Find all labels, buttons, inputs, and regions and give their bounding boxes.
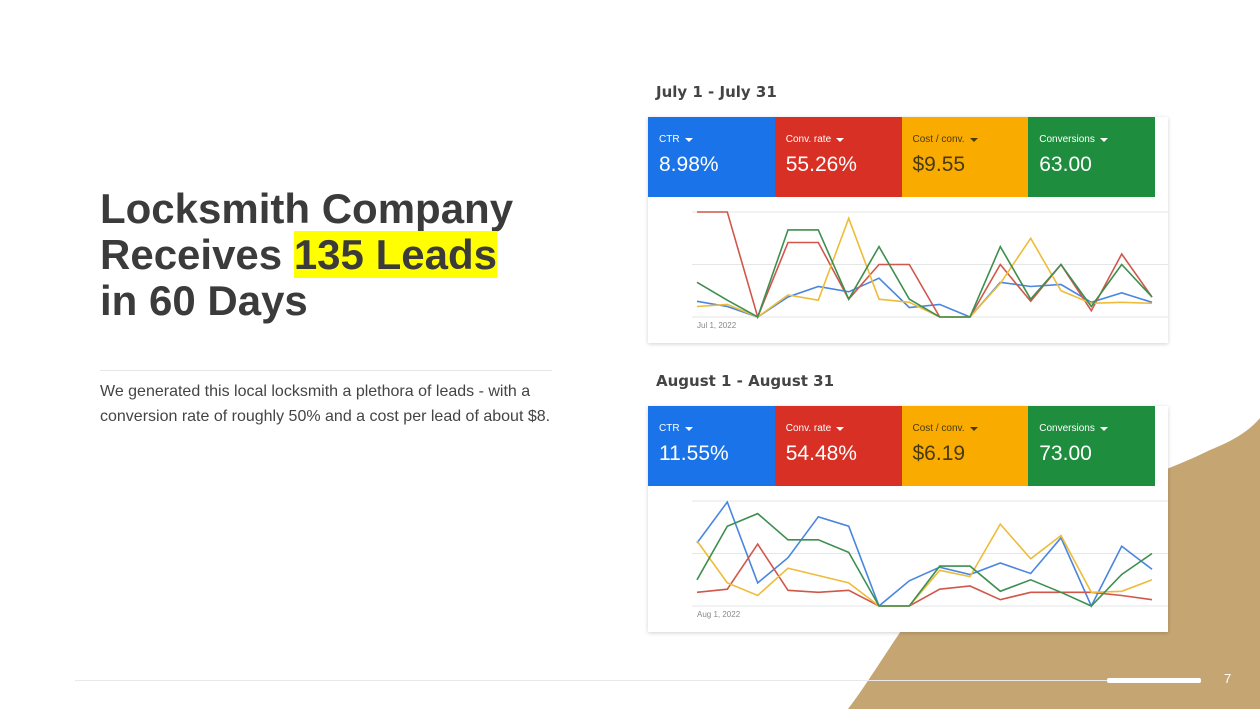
metric-tile-ctr[interactable]: CTR 8.98% bbox=[648, 117, 775, 197]
metric-value: 54.48% bbox=[785, 442, 857, 465]
metric-value: 73.00 bbox=[1039, 442, 1092, 465]
metric-value: 11.55% bbox=[659, 442, 729, 465]
slide-body: We generated this local locksmith a plet… bbox=[100, 383, 551, 425]
divider bbox=[100, 370, 552, 371]
metric-label: Conv. rate bbox=[785, 134, 832, 145]
period-label-august: August 1 - August 31 bbox=[656, 372, 835, 390]
dropdown-caret-icon bbox=[969, 137, 978, 142]
dropdown-caret-icon bbox=[969, 426, 978, 431]
dropdown-caret-icon bbox=[684, 426, 693, 431]
series-line-conv-rate bbox=[697, 211, 1153, 320]
series-line-cost-conv- bbox=[696, 522, 1153, 607]
metric-label: Conversions bbox=[1039, 134, 1095, 145]
metric-label: Cost / conv. bbox=[912, 134, 965, 145]
dropdown-caret-icon bbox=[1099, 426, 1108, 431]
metric-label: Conversions bbox=[1039, 423, 1095, 434]
series-line-conv-rate bbox=[696, 542, 1153, 607]
dropdown-caret-icon bbox=[836, 426, 845, 431]
highlighted-leads: 135 Leads bbox=[293, 231, 497, 278]
metric-tile-cost-conv[interactable]: Cost / conv. $6.19 bbox=[901, 406, 1029, 486]
series-line-conversions bbox=[696, 229, 1153, 319]
line-chart-july bbox=[692, 211, 1168, 320]
slide-title: Locksmith Company Receives 135 Leads in … bbox=[100, 186, 630, 324]
series-line-ctr bbox=[696, 277, 1153, 318]
metric-tile-conv-rate[interactable]: Conv. rate 54.48% bbox=[774, 406, 902, 486]
metric-value: $6.19 bbox=[912, 442, 966, 465]
report-card-july: CTR 8.98% Conv. rate 55.26% Cost / conv. $9… bbox=[648, 117, 1168, 343]
title-text: in 60 Days bbox=[100, 277, 308, 324]
metric-tile-conversions[interactable]: Conversions 63.00 bbox=[1028, 117, 1155, 197]
series-line-cost-conv- bbox=[696, 216, 1153, 318]
metric-tile-ctr[interactable]: CTR 11.55% bbox=[648, 406, 775, 486]
metric-label: Conv. rate bbox=[785, 423, 832, 434]
metric-tile-conversions[interactable]: Conversions 73.00 bbox=[1028, 406, 1155, 486]
dropdown-caret-icon bbox=[684, 137, 693, 142]
metric-value: $9.55 bbox=[912, 153, 966, 176]
period-label-july: July 1 - July 31 bbox=[656, 83, 777, 101]
dropdown-caret-icon bbox=[836, 137, 845, 142]
footer-bar bbox=[1107, 678, 1201, 683]
series-line-conversions bbox=[696, 512, 1153, 607]
page-number: 7 bbox=[1224, 671, 1232, 686]
metric-label: Cost / conv. bbox=[912, 423, 965, 434]
dropdown-caret-icon bbox=[1099, 137, 1108, 142]
metric-value: 55.26% bbox=[785, 153, 857, 176]
metric-label: CTR bbox=[659, 423, 680, 434]
title-text: Locksmith Company Receives bbox=[100, 185, 514, 278]
x-axis-start-label: Aug 1, 2022 bbox=[697, 610, 741, 619]
metric-value: 8.98% bbox=[659, 153, 719, 176]
metric-value: 63.00 bbox=[1039, 153, 1092, 176]
metric-tile-conv-rate[interactable]: Conv. rate 55.26% bbox=[774, 117, 902, 197]
metric-label: CTR bbox=[659, 134, 680, 145]
report-card-august: CTR 11.55% Conv. rate 54.48% Cost / conv. $… bbox=[648, 406, 1168, 632]
footer-line bbox=[75, 680, 1200, 681]
line-chart-august bbox=[692, 500, 1168, 608]
series-line-ctr bbox=[696, 500, 1153, 608]
metric-tile-cost-conv[interactable]: Cost / conv. $9.55 bbox=[901, 117, 1029, 197]
x-axis-start-label: Jul 1, 2022 bbox=[697, 321, 737, 330]
